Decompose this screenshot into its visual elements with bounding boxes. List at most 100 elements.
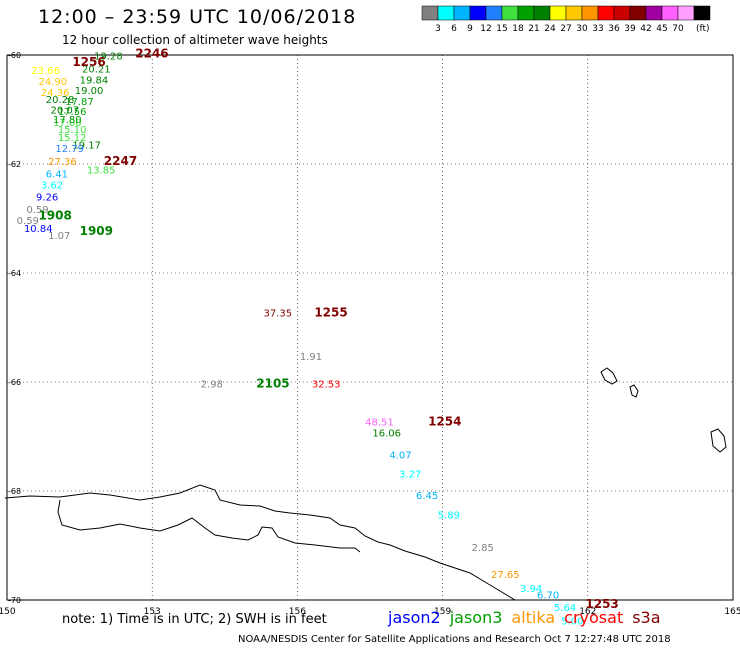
lat-tick-label: -60 [8,51,21,60]
wave-height-value: 6.41 [46,170,68,181]
scale-label: 45 [656,24,667,34]
wave-height-value: 2.85 [472,543,494,554]
wave-height-value: 13.85 [87,165,116,176]
wave-height-value: 6.70 [537,590,559,601]
wave-height-value: 3.62 [41,181,63,192]
wave-height-value: 20.28 [46,95,75,106]
map-frame [6,54,734,601]
satellite-legend-item: cryosat [564,608,624,627]
pass-time-labels: 2246 1256 2247 1908 1909 1255 2105 1254 1253 [38,47,618,611]
pass-time-label: 1908 [38,209,71,223]
scale-label: 33 [592,24,603,34]
lon-tick-label: 150 [0,607,16,617]
lat-tick-label: -70 [8,596,21,605]
scale-label: 6 [451,24,457,34]
island-2 [629,384,639,398]
wave-height-value: 19.84 [80,75,109,86]
scale-label: 3 [435,24,441,34]
lat-tick-label: -62 [8,160,21,169]
island-3 [710,428,727,453]
satellite-legend-item: altika [511,608,556,627]
wave-height-value: 2.98 [201,379,223,390]
map-grid: 150 153 156 159 162 165 -60 -62 -64 -66 -68 -70 [0,51,740,617]
pass-time-label: 1909 [80,224,113,238]
units-note: note: 1) Time is in UTC; 2) SWH is in fe… [62,612,327,627]
wave-height-value: 27.36 [48,157,77,168]
wave-height-value: 5.64 [554,603,576,614]
scale-label: 21 [528,24,539,34]
scale-label: 36 [608,24,620,34]
page-title: 12:00 – 23:59 UTC 10/06/2018 [38,6,357,28]
pass-time-label: 1255 [314,306,347,320]
scale-label: (ft) [696,24,710,34]
wave-height-value: 20.21 [82,64,111,75]
wave-height-value: 6.45 [416,491,438,502]
lat-tick-label: -68 [8,487,21,496]
pass-time-label: 2246 [135,47,168,61]
lon-tick-label: 162 [579,607,596,617]
wave-height-value: 17.80 [53,115,82,126]
satellite-legend-item: jason2 [388,608,441,627]
wave-height-value: 32.53 [312,379,341,390]
coastline-main [4,484,516,601]
lat-tick-label: -64 [8,269,21,278]
scale-label: 12 [480,24,491,34]
coastline-inlet [57,499,361,553]
satellite-legend-item: jason3 [449,608,503,627]
wave-height-color-scale: 3 6 9 12 15 18 21 24 27 30 33 36 39 42 45 70 (ft) [421,5,711,34]
wave-height-value: 23.66 [31,66,60,77]
credit-line: NOAA/NESDIS Center for Satellite Applica… [238,634,671,645]
pass-time-label: 2105 [256,376,289,390]
wave-height-value: 17.00 [53,118,82,129]
page-subtitle: 12 hour collection of altimeter wave hei… [62,33,328,47]
wave-height-value: 24.36 [41,88,70,99]
wave-height-value: 15.12 [58,133,87,144]
wave-height-value: 10.84 [24,224,53,235]
scale-label: 9 [467,24,473,34]
wave-height-value: 1.07 [48,231,70,242]
wave-height-value: 4.07 [389,450,411,461]
pass-time-label: 1254 [428,415,461,429]
wave-height-value: 9.26 [36,193,58,204]
lat-tick-label: -66 [8,378,21,387]
scale-label: 70 [672,24,684,34]
antarctic-coastline [4,367,727,601]
scale-label: 39 [624,24,636,34]
wave-height-value: 12.79 [55,144,84,155]
wave-height-value: 0.59 [26,205,48,216]
wave-height-value: 37.35 [264,309,293,320]
wave-height-value: 19.17 [72,141,101,152]
lon-tick-label: 165 [724,607,740,617]
wave-height-value: 0.59 [17,216,39,227]
scale-swatch [693,5,711,21]
wave-height-value: 17.87 [65,97,94,108]
lon-tick-label: 159 [434,607,451,617]
lon-tick-label: 156 [289,607,306,617]
scale-label: 24 [544,24,556,34]
scale-label: 27 [560,24,571,34]
wave-height-value: 16.06 [372,429,401,440]
wave-height-value: 24.90 [38,77,67,88]
scale-label: 30 [576,24,588,34]
wave-height-value: 1.91 [300,352,322,363]
wave-height-value: 20.07 [51,105,80,116]
island-1 [600,367,618,385]
wave-height-value: 19.28 [94,51,123,62]
wave-height-value: 3.27 [399,469,421,480]
wave-height-value: 17.56 [58,107,87,118]
wave-height-value: 5.00 [561,617,583,628]
satellite-legend: jason2 jason3 altika cryosat s3a [388,608,670,627]
pass-time-label: 2247 [104,154,137,168]
wave-height-value: 3.94 [520,584,542,595]
scale-label: 18 [512,24,524,34]
wave-height-value: 5.89 [438,510,460,521]
scale-label: 42 [640,24,651,34]
lon-tick-label: 153 [144,607,161,617]
wave-height-value: 27.65 [491,570,520,581]
satellite-legend-item: s3a [632,608,661,627]
pass-time-label: 1256 [72,55,105,69]
scale-label: 15 [496,24,507,34]
wave-height-value: 48.51 [365,418,394,429]
